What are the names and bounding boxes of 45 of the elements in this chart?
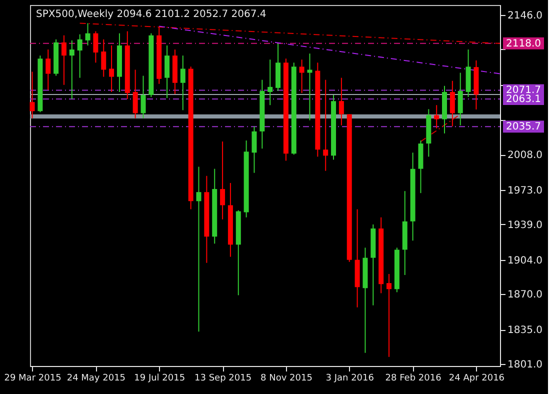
y-tick-label: 1870.0 bbox=[508, 290, 542, 301]
x-tick-label: 13 Sep 2015 bbox=[194, 374, 252, 384]
candlestick bbox=[77, 34, 82, 78]
candlestick bbox=[323, 79, 328, 172]
candlestick bbox=[164, 44, 170, 99]
candlestick bbox=[69, 40, 74, 100]
candlestick bbox=[46, 48, 51, 90]
candlestick bbox=[386, 273, 392, 358]
y-tick-label: 2008.0 bbox=[508, 150, 542, 162]
candlestick bbox=[307, 53, 312, 121]
candlestick bbox=[268, 59, 273, 106]
candlestick bbox=[196, 166, 202, 332]
x-tick-label: 28 Feb 2016 bbox=[385, 374, 442, 384]
y-tick-label: 2146.0 bbox=[508, 10, 542, 22]
y-tick-label: 1801.0 bbox=[508, 359, 542, 370]
y-tick-label: 1904.0 bbox=[508, 255, 542, 266]
candlestick bbox=[61, 34, 66, 86]
y-tick-label: 1973.0 bbox=[508, 186, 542, 197]
candlestick bbox=[338, 77, 344, 126]
ref-line-label: 2035.7 bbox=[506, 122, 541, 133]
candlestick bbox=[140, 75, 146, 119]
candlestick bbox=[180, 55, 186, 111]
candlestick bbox=[220, 141, 226, 220]
y-tick-label: 1835.0 bbox=[508, 325, 542, 336]
x-tick-label: 29 Mar 2015 bbox=[4, 374, 62, 384]
x-tick-label: 24 Apr 2016 bbox=[448, 374, 505, 384]
x-tick-label: 8 Nov 2015 bbox=[260, 374, 312, 384]
candlestick bbox=[450, 80, 455, 127]
candlestick bbox=[30, 71, 35, 119]
candlestick bbox=[93, 30, 98, 64]
candlestick bbox=[101, 38, 106, 78]
ref-line-label: 2118.0 bbox=[506, 38, 541, 50]
candlestick bbox=[85, 22, 90, 46]
candlestick bbox=[252, 126, 257, 174]
ref-line-label: 2063.1 bbox=[506, 94, 541, 105]
x-tick-label: 24 May 2015 bbox=[66, 374, 126, 384]
candlestick bbox=[434, 104, 440, 129]
candlestick bbox=[132, 69, 138, 119]
x-tick-label: 3 Jan 2016 bbox=[326, 374, 374, 384]
chart-title: SPX500,Weekly 2094.6 2101.2 2052.7 2067.4 bbox=[36, 9, 266, 20]
candlestick bbox=[458, 72, 463, 126]
y-tick-label: 1939.0 bbox=[508, 220, 542, 231]
candlestick bbox=[299, 59, 304, 94]
x-tick-label: 19 Jul 2015 bbox=[134, 374, 186, 384]
candlestick bbox=[109, 44, 114, 92]
